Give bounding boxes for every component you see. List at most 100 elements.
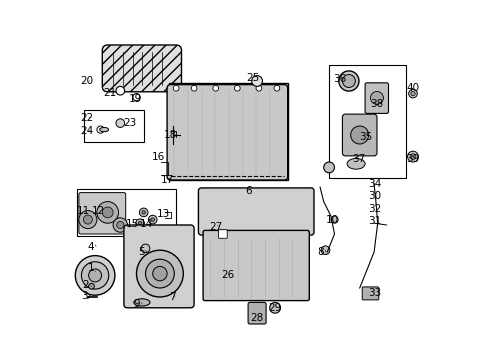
Text: 1: 1: [87, 263, 94, 273]
Text: 36: 36: [333, 74, 346, 84]
Circle shape: [173, 85, 179, 91]
Circle shape: [269, 302, 280, 313]
Text: 22: 22: [81, 113, 94, 123]
Circle shape: [342, 75, 355, 87]
Circle shape: [136, 219, 144, 228]
Circle shape: [97, 126, 104, 133]
FancyBboxPatch shape: [362, 287, 378, 300]
Text: 9: 9: [133, 299, 140, 309]
Text: 18: 18: [164, 130, 177, 140]
Text: 25: 25: [246, 73, 259, 84]
Circle shape: [273, 85, 279, 91]
Text: 2: 2: [82, 280, 88, 291]
Text: 35: 35: [359, 132, 372, 142]
Circle shape: [191, 85, 197, 91]
Circle shape: [350, 126, 368, 144]
FancyBboxPatch shape: [123, 225, 194, 308]
Text: 8: 8: [316, 247, 323, 257]
Circle shape: [116, 119, 124, 127]
Circle shape: [102, 207, 113, 218]
Circle shape: [113, 218, 127, 232]
Text: 21: 21: [102, 88, 116, 98]
Text: 7: 7: [169, 292, 176, 302]
Text: 23: 23: [123, 118, 136, 129]
Circle shape: [330, 216, 337, 223]
Circle shape: [323, 162, 334, 173]
FancyBboxPatch shape: [167, 85, 287, 180]
Text: 12: 12: [91, 206, 104, 216]
Text: 30: 30: [367, 191, 381, 201]
Text: 6: 6: [244, 186, 251, 196]
FancyBboxPatch shape: [102, 45, 181, 92]
Circle shape: [75, 256, 115, 295]
Text: 38: 38: [369, 99, 383, 109]
Text: 17: 17: [160, 175, 173, 185]
Circle shape: [410, 91, 414, 96]
Circle shape: [151, 218, 154, 221]
Circle shape: [142, 211, 145, 214]
Polygon shape: [168, 83, 287, 180]
Bar: [77, 189, 176, 236]
Ellipse shape: [100, 127, 108, 132]
Circle shape: [133, 94, 140, 101]
Circle shape: [88, 283, 94, 289]
Text: 10: 10: [325, 215, 339, 225]
Text: 29: 29: [268, 303, 281, 313]
Circle shape: [88, 269, 102, 282]
Bar: [328, 65, 406, 178]
Text: 37: 37: [352, 154, 365, 164]
Text: 27: 27: [209, 222, 222, 232]
Text: 31: 31: [367, 216, 381, 226]
FancyBboxPatch shape: [247, 302, 265, 324]
Text: 11: 11: [77, 206, 90, 216]
Text: 19: 19: [129, 94, 142, 104]
Text: 4: 4: [87, 242, 94, 252]
Circle shape: [141, 244, 149, 253]
Circle shape: [139, 208, 148, 217]
Text: 39: 39: [406, 154, 419, 164]
Text: 40: 40: [406, 83, 419, 93]
Circle shape: [81, 262, 108, 289]
FancyBboxPatch shape: [203, 230, 309, 301]
Circle shape: [116, 86, 124, 95]
FancyBboxPatch shape: [79, 193, 125, 234]
Text: 24: 24: [81, 126, 94, 136]
Circle shape: [234, 85, 240, 91]
Text: 32: 32: [367, 204, 381, 214]
Text: 5: 5: [138, 247, 145, 257]
Circle shape: [370, 91, 383, 104]
Circle shape: [138, 221, 142, 225]
Text: 34: 34: [367, 179, 381, 189]
Circle shape: [83, 215, 92, 224]
Ellipse shape: [346, 158, 365, 169]
Circle shape: [251, 76, 262, 86]
Text: 33: 33: [367, 288, 381, 298]
Ellipse shape: [134, 299, 150, 306]
Circle shape: [338, 71, 358, 91]
Text: 13: 13: [157, 209, 170, 219]
Bar: [84, 110, 143, 142]
Circle shape: [117, 221, 123, 229]
Circle shape: [409, 154, 415, 159]
Circle shape: [321, 246, 329, 255]
Circle shape: [212, 85, 218, 91]
Circle shape: [407, 151, 418, 162]
FancyBboxPatch shape: [342, 114, 376, 156]
Circle shape: [408, 89, 416, 98]
Circle shape: [256, 85, 261, 91]
Text: 20: 20: [81, 76, 94, 86]
Text: 16: 16: [151, 152, 164, 162]
FancyBboxPatch shape: [198, 188, 313, 235]
Circle shape: [145, 259, 174, 288]
FancyBboxPatch shape: [218, 230, 227, 238]
Circle shape: [152, 266, 167, 281]
FancyBboxPatch shape: [365, 83, 387, 113]
Text: 3: 3: [81, 291, 87, 301]
Circle shape: [97, 202, 118, 223]
Circle shape: [79, 211, 97, 229]
Text: 26: 26: [221, 270, 234, 280]
Circle shape: [136, 250, 183, 297]
Text: 28: 28: [250, 312, 263, 323]
Text: 15: 15: [126, 219, 139, 229]
Text: 14: 14: [140, 219, 153, 229]
